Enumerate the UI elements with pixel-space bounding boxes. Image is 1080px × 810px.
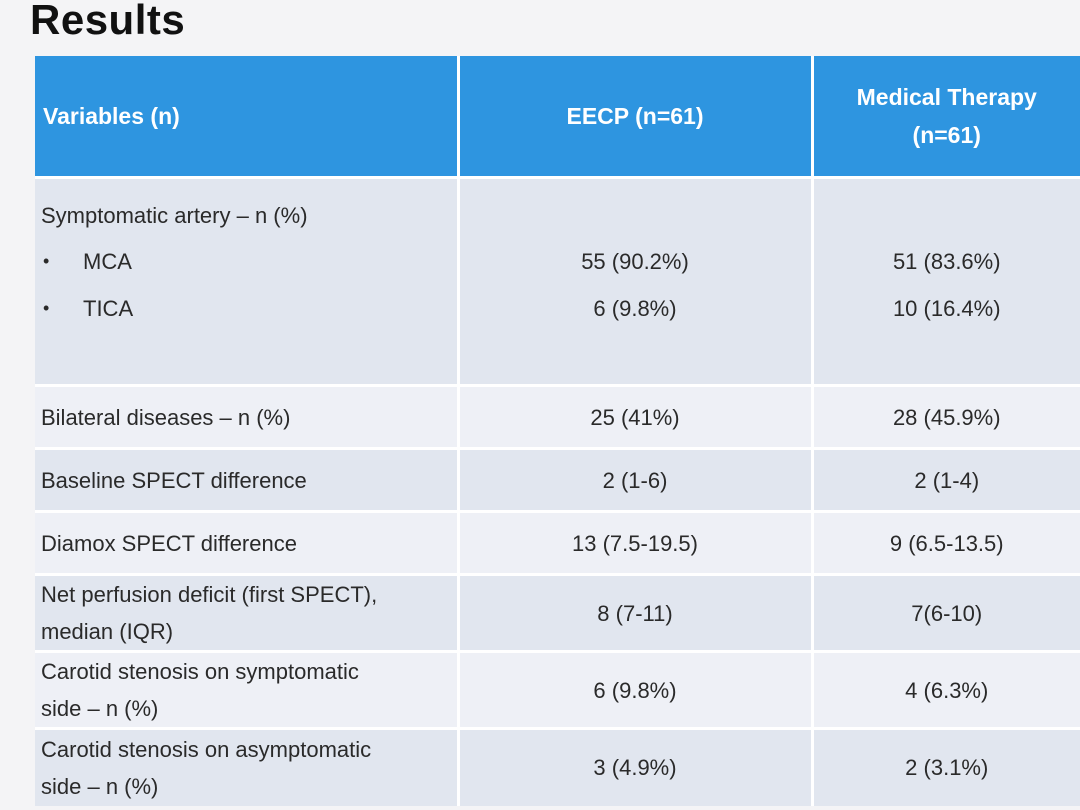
cell-variable-line2: side – n (%) (41, 696, 159, 721)
bullet-icon: • (43, 251, 50, 271)
cell-variable-line2: side – n (%) (41, 773, 159, 799)
list-item: • MCA (41, 243, 457, 280)
cell-eecp: 25 (41%) (458, 384, 814, 449)
cell-medical: 2 (3.1%) (812, 727, 1080, 806)
cell-value: 51 (83.6%) (892, 249, 1001, 274)
header-eecp: EECP (n=61) (458, 56, 814, 178)
header-medical-therapy-line1: Medical Therapy (856, 84, 1037, 110)
results-table: Variables (n) EECP (n=61) Medical Therap… (35, 56, 1080, 806)
cell-medical: 51 (83.6%) 10 (16.4%) (812, 176, 1080, 386)
table-row-symptomatic-artery: Symptomatic artery – n (%) • MCA • TICA … (35, 176, 1080, 386)
cell-value: 55 (90.2%) (581, 249, 689, 274)
table-row: Baseline SPECT difference 2 (1-6) 2 (1-4… (35, 447, 1080, 512)
cell-medical: 4 (6.3%) (812, 650, 1080, 729)
cell-variable: Baseline SPECT difference (35, 447, 460, 512)
table-row: Carotid stenosis on symptomatic side – n… (35, 650, 1080, 729)
group-label: Symptomatic artery – n (%) (41, 203, 308, 228)
cell-variable: Carotid stenosis on symptomatic side – n… (35, 650, 460, 729)
cell-variable-line1: Carotid stenosis on asymptomatic (41, 736, 372, 762)
header-medical-therapy: Medical Therapy (n=61) (812, 56, 1080, 178)
cell-eecp: 55 (90.2%) 6 (9.8%) (458, 176, 814, 386)
table-header-row: Variables (n) EECP (n=61) Medical Therap… (35, 56, 1080, 178)
cell-variable: Symptomatic artery – n (%) • MCA • TICA (35, 176, 460, 386)
cell-value: 10 (16.4%) (892, 296, 1001, 321)
cell-eecp: 6 (9.8%) (458, 650, 814, 729)
table-row: Net perfusion deficit (first SPECT), med… (35, 573, 1080, 652)
table-row: Diamox SPECT difference 13 (7.5-19.5) 9 … (35, 510, 1080, 575)
cell-medical: 28 (45.9%) (812, 384, 1080, 449)
cell-medical: 9 (6.5-13.5) (812, 510, 1080, 575)
cell-variable-line1: Carotid stenosis on symptomatic (41, 659, 359, 684)
cell-variable-line1: Net perfusion deficit (first SPECT), (41, 582, 378, 607)
cell-eecp: 3 (4.9%) (458, 727, 814, 806)
table-row: Carotid stenosis on asymptomatic side – … (35, 727, 1080, 806)
cell-variable-line2: median (IQR) (41, 619, 174, 644)
page-title: Results (30, 0, 186, 43)
cell-variable: Diamox SPECT difference (35, 510, 460, 575)
cell-variable: Carotid stenosis on asymptomatic side – … (35, 727, 460, 806)
cell-medical: 2 (1-4) (812, 447, 1080, 512)
list-item-label: MCA (83, 249, 132, 274)
header-medical-therapy-line2: (n=61) (912, 122, 981, 148)
cell-variable: Net perfusion deficit (first SPECT), med… (35, 573, 460, 652)
header-variables: Variables (n) (35, 56, 460, 178)
list-item: • TICA (41, 290, 457, 327)
cell-medical: 7(6-10) (812, 573, 1080, 652)
bullet-icon: • (43, 298, 50, 318)
table-row: Bilateral diseases – n (%) 25 (41%) 28 (… (35, 384, 1080, 449)
cell-eecp: 2 (1-6) (458, 447, 814, 512)
cell-eecp: 13 (7.5-19.5) (458, 510, 814, 575)
cell-eecp: 8 (7-11) (458, 573, 814, 652)
cell-variable: Bilateral diseases – n (%) (35, 384, 460, 449)
cell-value: 6 (9.8%) (593, 296, 677, 321)
list-item-label: TICA (83, 296, 134, 321)
